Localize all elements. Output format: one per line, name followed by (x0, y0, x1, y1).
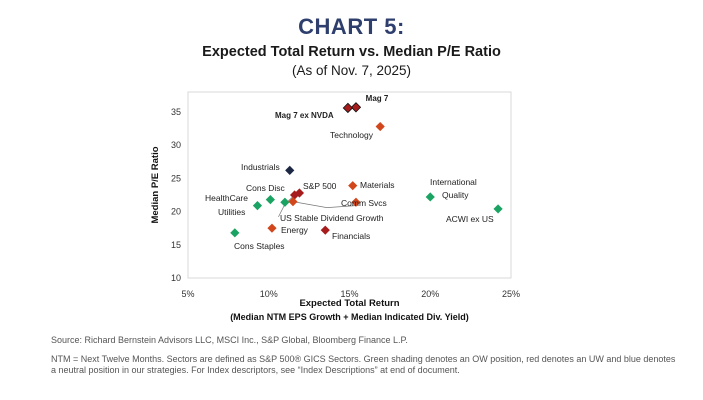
data-point (288, 197, 298, 207)
data-point (320, 225, 330, 235)
data-point (350, 102, 362, 113)
data-point (348, 181, 358, 191)
chart-title: CHART 5: (298, 14, 405, 39)
data-point (267, 223, 277, 233)
y-tick-label: 35 (171, 107, 181, 117)
data-point (342, 102, 354, 114)
data-point (289, 190, 300, 200)
point-label: US Stable Dividend Growth (280, 213, 384, 223)
x-tick-label: 25% (502, 289, 520, 299)
point-label: Cons Staples (234, 241, 285, 251)
point-label: Industrials (241, 162, 280, 172)
y-tick-label: 30 (171, 140, 181, 150)
point-label: ACWI ex US (446, 214, 494, 224)
source-note: Source: Richard Bernstein Advisors LLC, … (51, 335, 408, 345)
x-tick-label: 20% (421, 289, 439, 299)
point-label: Mag 7 ex NVDA (275, 111, 334, 120)
data-point (493, 204, 503, 214)
y-tick-label: 10 (171, 273, 181, 283)
x-tick-label: 10% (260, 289, 278, 299)
data-point (252, 200, 263, 211)
point-label: S&P 500 (303, 181, 337, 191)
point-label: HealthCare (205, 193, 248, 203)
data-point (375, 121, 385, 132)
point-label: Comm Svcs (341, 198, 387, 208)
x-axis-label-line2: (Median NTM EPS Growth + Median Indicate… (230, 312, 469, 322)
point-label: Technology (330, 130, 374, 140)
as-of-date: (As of Nov. 7, 2025) (291, 63, 412, 78)
chart-subtitle: Expected Total Return vs. Median P/E Rat… (202, 44, 501, 60)
data-point (280, 197, 290, 207)
y-tick-label: 15 (171, 240, 181, 250)
plot-area (187, 91, 512, 279)
data-point (265, 195, 275, 205)
point-label: Utilities (218, 207, 245, 217)
data-point (230, 228, 240, 238)
point-label: International (430, 177, 477, 187)
point-label: Mag 7 (366, 94, 389, 103)
data-point (425, 192, 435, 202)
y-tick-label: 20 (171, 207, 181, 217)
data-point (351, 197, 361, 207)
point-label: Cons Disc (246, 183, 285, 193)
leader-line (292, 201, 356, 208)
x-tick-label: 15% (340, 289, 358, 299)
point-label: Financials (332, 231, 370, 241)
x-tick-label: 5% (181, 289, 194, 299)
point-label: Materials (360, 180, 394, 190)
y-axis-label: Median P/E Ratio (150, 146, 161, 223)
footnote: NTM = Next Twelve Months. Sectors are de… (51, 354, 676, 375)
point-label: Energy (281, 225, 309, 235)
y-tick-label: 25 (171, 173, 181, 183)
point-label: Quality (442, 190, 469, 200)
x-axis-label: Expected Total Return (299, 298, 399, 309)
data-point (285, 165, 295, 175)
